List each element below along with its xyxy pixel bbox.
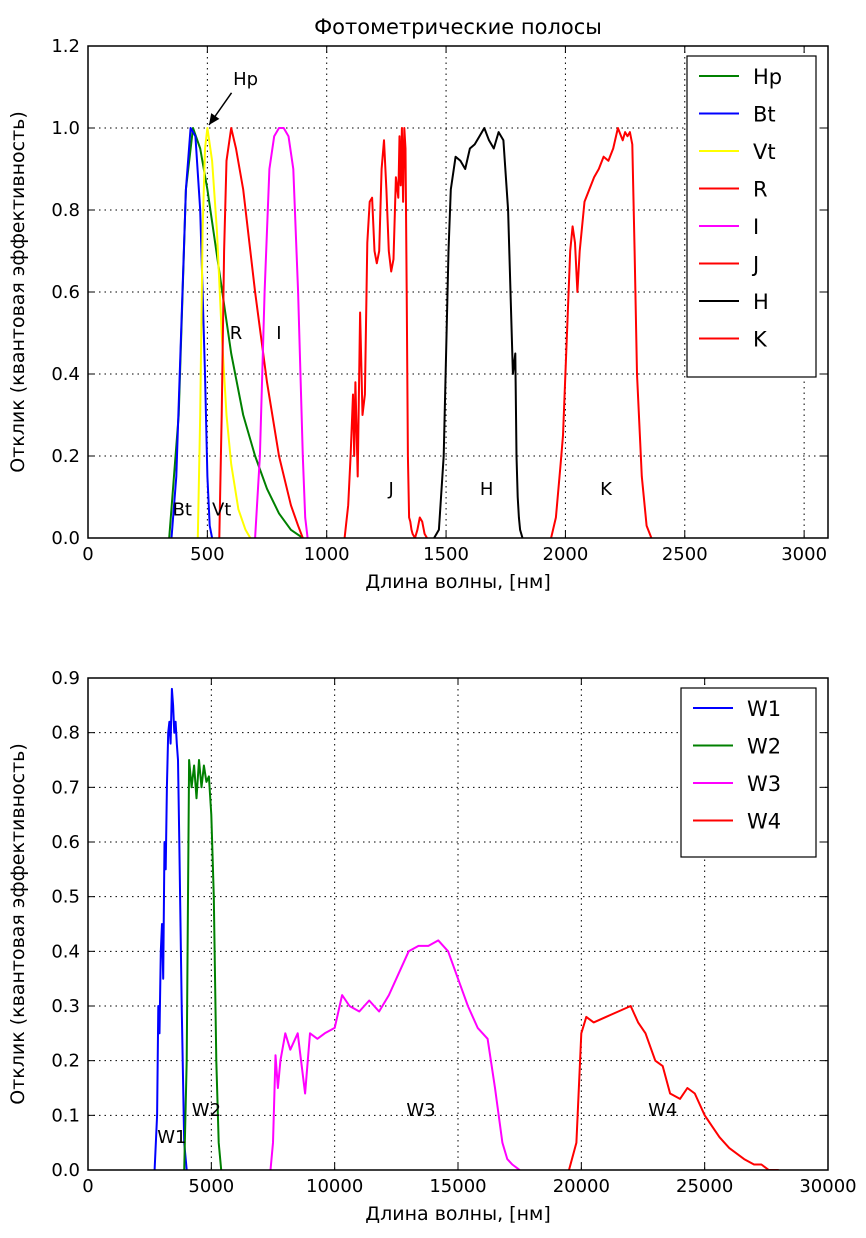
legend-label-W1: W1 [747,697,781,721]
x-tick-label: 3000 [781,544,827,565]
series-line-W3 [271,940,520,1170]
annotation-label: I [276,323,281,344]
y-tick-label: 0.6 [51,832,80,853]
annotation-label: W1 [157,1127,186,1148]
y-tick-label: 0.4 [51,364,80,385]
annotation-label: H [480,479,494,500]
y-axis-label: Отклик (квантовая эффективность) [7,111,29,473]
chart-title: Фотометрические полосы [314,15,602,39]
x-tick-label: 10000 [306,1176,363,1197]
chart-panel-2: 0 5000 10000 15000 20000 25000 30000 0.0 0.1 0.2 0… [7,668,857,1225]
annotation-label: W2 [192,1100,221,1121]
x-tick-label: 5000 [188,1176,234,1197]
y-tick-label: 0.4 [51,941,80,962]
legend-label-K: K [753,328,768,352]
x-tick-label: 0 [82,1176,93,1197]
annotation-label: W3 [406,1100,435,1121]
annotation-label: Bt [173,499,192,520]
y-tick-label: 0.0 [51,528,80,549]
legend-label-W2: W2 [747,735,781,759]
legend: W1 W2 W3 W4 [681,688,816,857]
x-tick-label: 25000 [676,1176,733,1197]
x-tick-label: 20000 [553,1176,610,1197]
legend-label-J: J [751,253,759,277]
annotation-label: W4 [648,1100,677,1121]
x-tick-label: 2500 [662,544,708,565]
y-tick-label: 0.1 [51,1105,80,1126]
legend-label-W3: W3 [747,772,781,796]
x-tick-label: 1500 [423,544,469,565]
y-tick-label: 0.9 [51,668,80,689]
annotation-arrowhead [209,113,219,125]
y-tick-label: 0.8 [51,723,80,744]
y-axis-label: Отклик (квантовая эффективность) [7,743,29,1105]
y-tick-label: 0.8 [51,200,80,221]
legend-label-Hp: Hp [753,65,782,89]
x-tick-label: 0 [82,544,93,565]
legend-label-W4: W4 [747,810,781,834]
legend-label-H: H [753,290,769,314]
y-tick-label: 0.0 [51,1160,80,1181]
annotation-label: Vt [212,499,231,520]
series-line-W1 [155,689,187,1170]
y-tick-label: 0.2 [51,446,80,467]
y-tick-label: 0.5 [51,887,80,908]
x-axis-label: Длина волны, [нм] [365,571,551,593]
legend-label-I: I [753,215,759,239]
x-axis-label: Длина волны, [нм] [365,1203,551,1225]
legend-label-R: R [753,178,768,202]
legend-label-Vt: Vt [753,140,776,164]
y-tick-label: 0.6 [51,282,80,303]
annotation-label: K [600,479,613,500]
annotation-label: J [388,479,394,500]
series-line-Bt [172,128,213,538]
chart-panel-1: 0 500 1000 1500 2000 2500 3000 0.0 0.2 0.4 0.6 0.8 1… [7,15,828,593]
series-line-K [551,128,651,538]
legend-box [687,56,816,377]
y-tick-label: 0.7 [51,777,80,798]
annotation-label: R [230,323,243,344]
series-line-H [434,128,522,538]
x-tick-label: 500 [190,544,224,565]
annotation-label: Hp [233,69,258,90]
y-tick-label: 0.3 [51,996,80,1017]
x-tick-label: 2000 [543,544,589,565]
legend-label-Bt: Bt [753,103,776,127]
series-line-J [345,128,427,538]
series-line-W4 [569,1006,779,1170]
x-tick-label: 15000 [429,1176,486,1197]
y-tick-label: 1.0 [51,118,80,139]
y-tick-label: 1.2 [51,36,80,57]
y-tick-label: 0.2 [51,1051,80,1072]
x-tick-label: 30000 [799,1176,856,1197]
x-tick-label: 1000 [304,544,350,565]
